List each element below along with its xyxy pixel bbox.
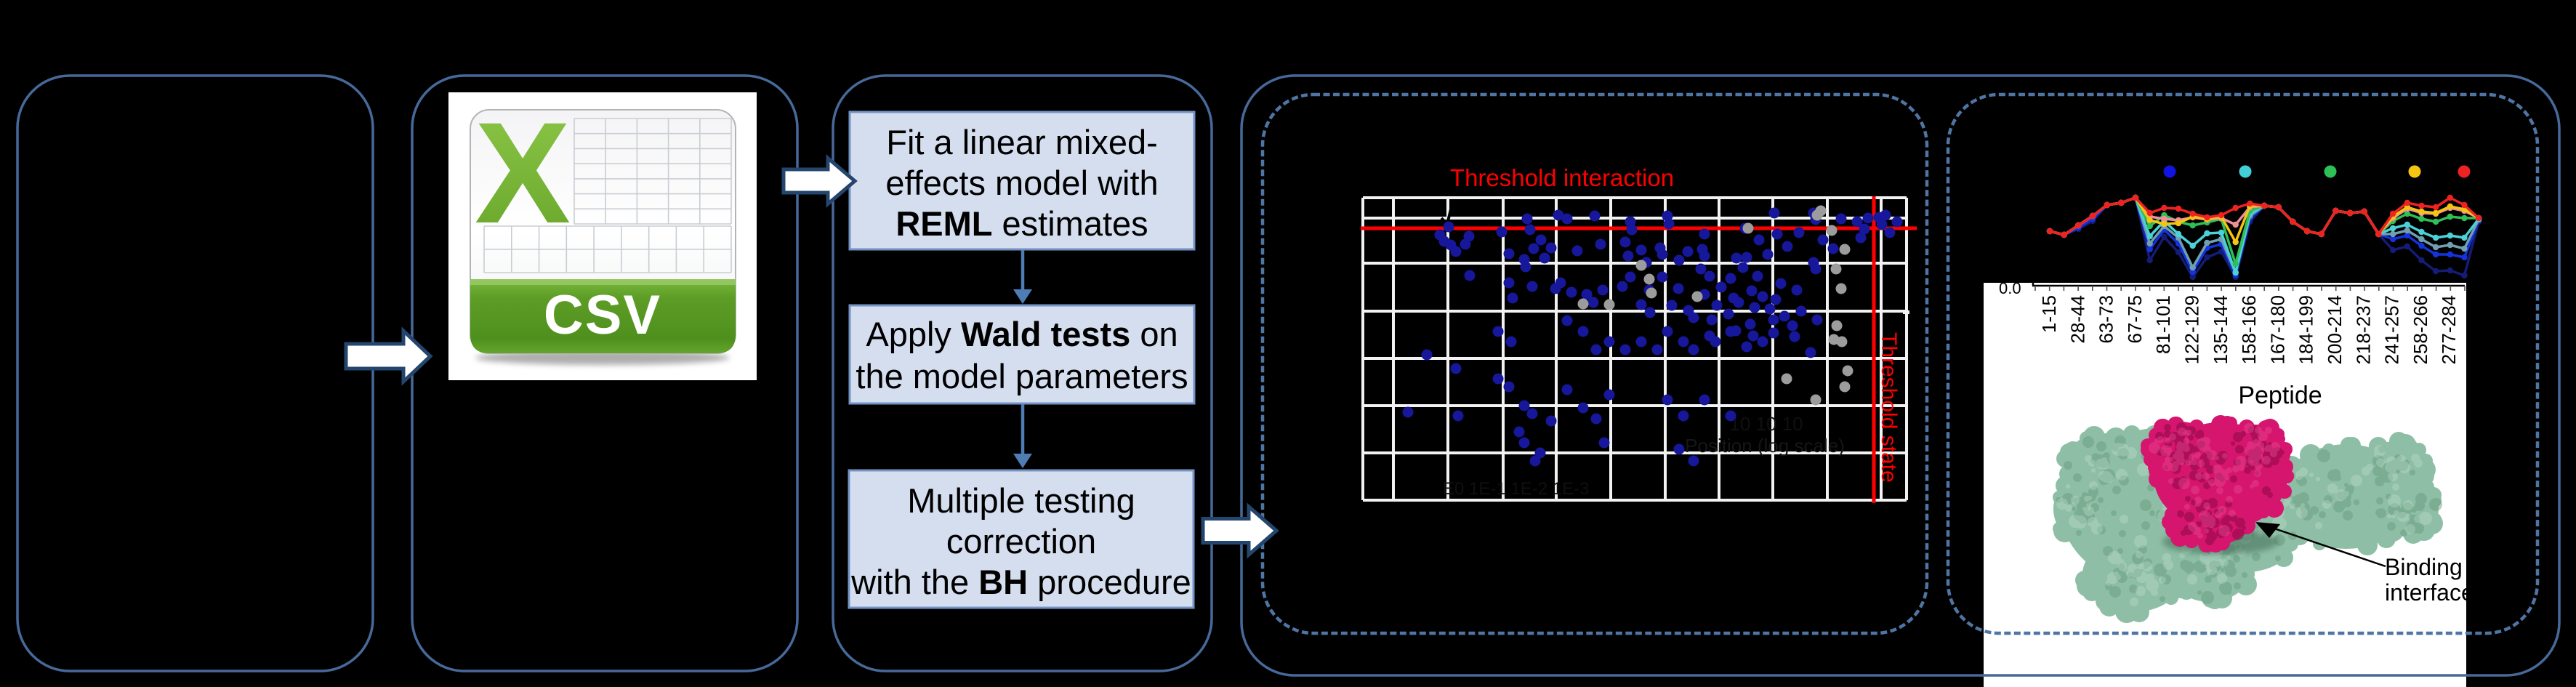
svg-text:277-284: 277-284 xyxy=(2438,295,2460,364)
svg-text:122-129: 122-129 xyxy=(2181,295,2203,364)
svg-text:67-75: 67-75 xyxy=(2124,295,2146,344)
svg-text:10 10 10: 10 10 10 xyxy=(1729,413,1803,435)
svg-text:REML estimates: REML estimates xyxy=(895,204,1148,243)
svg-text:200-214: 200-214 xyxy=(2324,295,2346,364)
svg-text:Fit a linear mixed-: Fit a linear mixed- xyxy=(886,123,1158,161)
svg-text:0.0: 0.0 xyxy=(1999,279,2021,297)
svg-text:interface: interface xyxy=(2385,579,2474,606)
svg-text:Multiple testing: Multiple testing xyxy=(907,481,1135,520)
svg-text:CSV: CSV xyxy=(544,284,661,346)
svg-text:167-180: 167-180 xyxy=(2266,295,2288,364)
svg-text:effects model with: effects model with xyxy=(885,164,1158,202)
svg-text:218-237: 218-237 xyxy=(2352,295,2374,364)
svg-text:Binding: Binding xyxy=(2385,554,2463,580)
svg-text:258-266: 258-266 xyxy=(2410,295,2431,364)
svg-text:135-144: 135-144 xyxy=(2210,295,2231,364)
svg-text:241-257: 241-257 xyxy=(2381,295,2403,364)
svg-text:with the BH procedure: with the BH procedure xyxy=(850,563,1191,601)
svg-text:correction: correction xyxy=(946,522,1096,561)
svg-text:Threshold state: Threshold state xyxy=(1877,332,1901,483)
svg-text:184-199: 184-199 xyxy=(2295,295,2317,364)
svg-text:158-166: 158-166 xyxy=(2238,295,2260,364)
svg-text:81-101: 81-101 xyxy=(2152,295,2174,354)
svg-text:the model parameters: the model parameters xyxy=(856,357,1188,395)
svg-text:28-44: 28-44 xyxy=(2066,295,2088,344)
svg-text:Threshold interaction: Threshold interaction xyxy=(1450,164,1674,191)
svg-text:Apply Wald tests on: Apply Wald tests on xyxy=(866,315,1178,353)
svg-text:E0 1E-1 1E-2 1E-3: E0 1E-1 1E-2 1E-3 xyxy=(1443,479,1589,499)
svg-text:X: X xyxy=(475,92,571,253)
svg-text:Peptide: Peptide xyxy=(2238,382,2322,409)
svg-text:Position (log scale): Position (log scale) xyxy=(1685,435,1845,457)
svg-text:63-73: 63-73 xyxy=(2096,295,2117,344)
svg-text:1-15: 1-15 xyxy=(2038,295,2060,333)
